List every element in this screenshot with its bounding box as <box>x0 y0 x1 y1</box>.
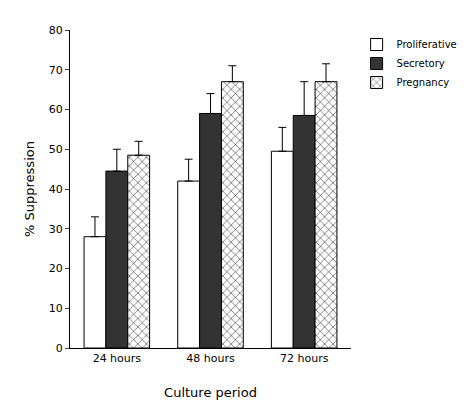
svg-text:70: 70 <box>49 64 63 77</box>
svg-text:80: 80 <box>49 24 63 37</box>
svg-text:60: 60 <box>49 103 63 116</box>
svg-text:48 hours: 48 hours <box>186 352 235 365</box>
svg-text:24 hours: 24 hours <box>93 352 142 365</box>
svg-text:Secretory: Secretory <box>397 58 445 69</box>
svg-text:Pregnancy: Pregnancy <box>397 77 450 88</box>
svg-text:0: 0 <box>56 342 63 355</box>
svg-text:% Suppression: % Suppression <box>22 141 37 237</box>
svg-text:72 hours: 72 hours <box>280 352 329 365</box>
svg-text:30: 30 <box>49 223 63 236</box>
svg-text:40: 40 <box>49 183 63 196</box>
svg-text:10: 10 <box>49 302 63 315</box>
svg-text:20: 20 <box>49 262 63 275</box>
svg-text:Proliferative: Proliferative <box>397 39 457 50</box>
svg-text:50: 50 <box>49 143 63 156</box>
svg-text:Culture period: Culture period <box>164 385 257 400</box>
